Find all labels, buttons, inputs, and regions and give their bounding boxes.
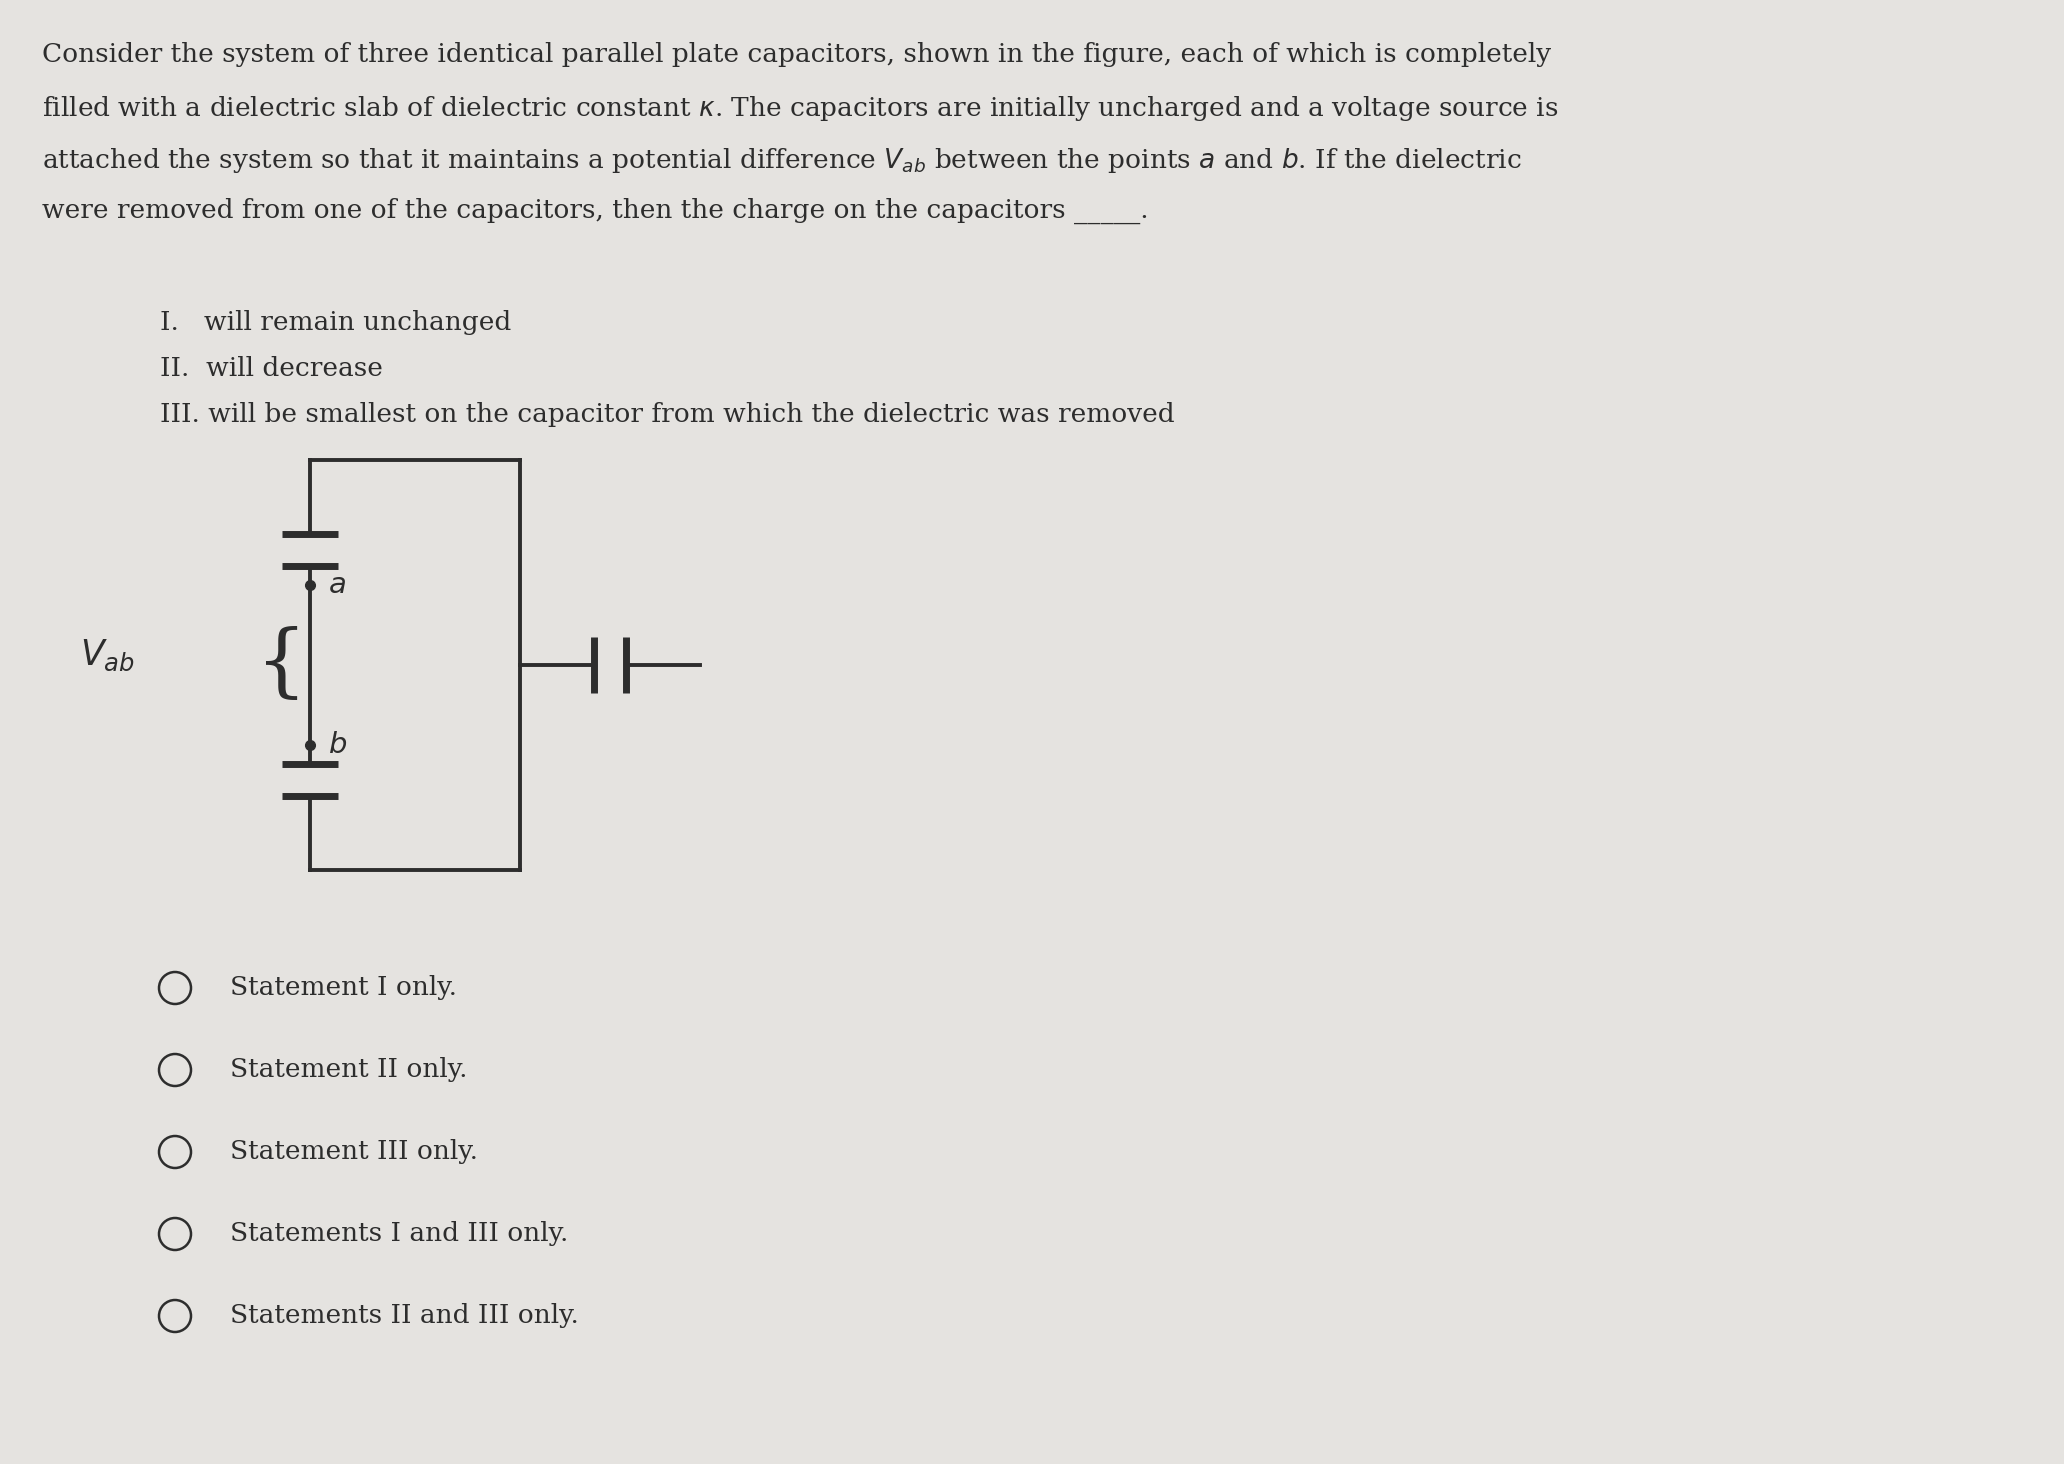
Text: attached the system so that it maintains a potential difference $V_{ab}$ between: attached the system so that it maintains… bbox=[41, 146, 1521, 176]
Text: Statements II and III only.: Statements II and III only. bbox=[229, 1303, 578, 1328]
Text: $a$: $a$ bbox=[328, 571, 347, 599]
Text: $V_{ab}$: $V_{ab}$ bbox=[80, 637, 134, 672]
Text: were removed from one of the capacitors, then the charge on the capacitors _____: were removed from one of the capacitors,… bbox=[41, 198, 1150, 224]
Text: II.  will decrease: II. will decrease bbox=[161, 356, 384, 381]
Text: Statement I only.: Statement I only. bbox=[229, 975, 456, 1000]
Text: III. will be smallest on the capacitor from which the dielectric was removed: III. will be smallest on the capacitor f… bbox=[161, 403, 1174, 427]
Text: Consider the system of three identical parallel plate capacitors, shown in the f: Consider the system of three identical p… bbox=[41, 42, 1552, 67]
Text: Statements I and III only.: Statements I and III only. bbox=[229, 1221, 568, 1246]
Text: Statement II only.: Statement II only. bbox=[229, 1057, 469, 1082]
Text: $b$: $b$ bbox=[328, 731, 347, 758]
Text: {: { bbox=[256, 627, 308, 704]
Text: Statement III only.: Statement III only. bbox=[229, 1139, 479, 1164]
Text: I.   will remain unchanged: I. will remain unchanged bbox=[161, 310, 512, 335]
Text: filled with a dielectric slab of dielectric constant $\kappa$. The capacitors ar: filled with a dielectric slab of dielect… bbox=[41, 94, 1558, 123]
